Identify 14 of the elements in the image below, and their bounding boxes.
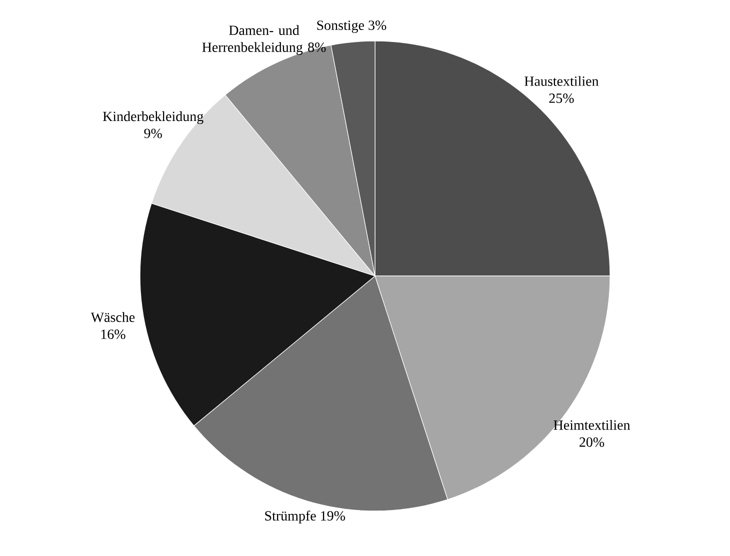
slice-label: Kinderbekleidung [102,111,204,124]
data-label: 16% [101,330,126,340]
data-label: 3% [368,20,386,30]
slice-label: Strümpfe [265,510,316,524]
slice-label: Heimtextilien [554,420,630,430]
slice-label: Sonstige [317,20,364,33]
data-label: 9% [144,128,162,138]
slice-label: Wäsche [90,312,135,322]
data-label: 8% [308,42,326,52]
data-label: 25% [549,93,574,103]
data-label: 19% [321,511,346,521]
slice-label: Damen- und Herrenbekleidung [202,25,303,55]
data-label: 20% [580,437,604,447]
slice-label: Haustextilien [524,76,599,86]
